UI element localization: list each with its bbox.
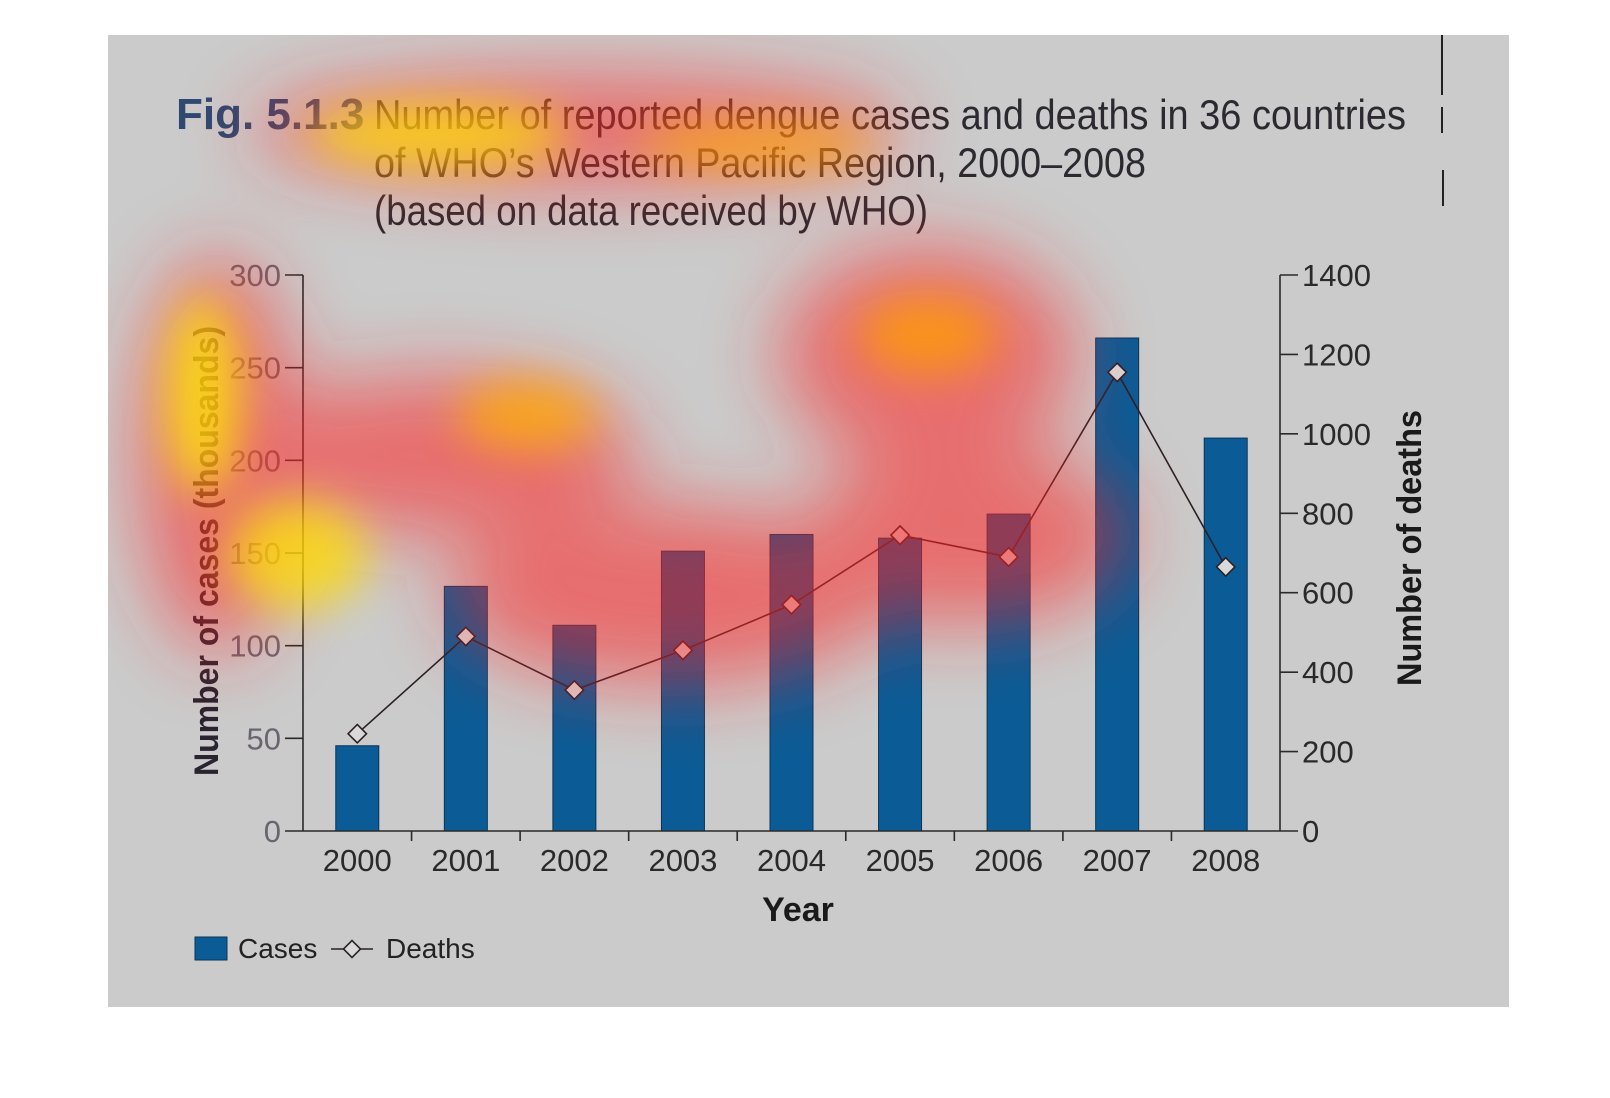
chart-title-line-3: (based on data received by WHO) [374, 187, 928, 234]
crop-mark [1441, 107, 1443, 133]
x-tick-label: 2002 [540, 843, 609, 878]
y-tick-label: 0 [264, 814, 281, 849]
legend: Cases Deaths [194, 933, 475, 964]
plot-area: 0 50 100 150 200 250 300 0 200 400 600 800 1000 1200 1… [229, 258, 1371, 878]
x-tick-label: 2006 [974, 843, 1043, 878]
x-axis-label: Year [762, 891, 834, 929]
bar-2008 [1203, 437, 1248, 832]
bar-2000 [335, 745, 380, 832]
y2-tick-label: 1000 [1302, 417, 1371, 452]
x-tick-label: 2008 [1191, 843, 1260, 878]
bar-2005 [878, 537, 923, 832]
x-tick-label: 2005 [866, 843, 935, 878]
deaths-point-2000 [346, 723, 368, 745]
crop-mark [1442, 170, 1444, 206]
figure-panel: Fig. 5.1.3 Number of reported dengue cas… [108, 35, 1509, 1007]
bar-2002 [552, 624, 597, 832]
bar-2003 [660, 550, 705, 832]
y2-tick-label: 1400 [1302, 258, 1371, 293]
y-tick-label: 50 [247, 721, 281, 756]
x-tick-label: 2001 [431, 843, 500, 878]
x-tick-label: 2004 [757, 843, 826, 878]
y-tick-label: 100 [229, 629, 281, 664]
chart: Fig. 5.1.3 Number of reported dengue cas… [176, 90, 1429, 964]
bar-2001 [443, 585, 488, 832]
legend-deaths-label: Deaths [386, 933, 475, 964]
legend-deaths-marker [342, 939, 362, 959]
deaths-point-2007 [1106, 361, 1128, 383]
deaths-point-2002 [564, 679, 585, 701]
y-tick-label: 200 [229, 443, 281, 478]
chart-title-line-2: of WHO’s Western Pacific Region, 2000–20… [374, 139, 1146, 186]
figure-label: Fig. 5.1.3 [176, 90, 364, 139]
x-tick-label: 2007 [1083, 843, 1152, 878]
deaths-point-2008 [1215, 556, 1237, 578]
y2-tick-label: 400 [1302, 655, 1354, 690]
bar-2007 [1095, 337, 1140, 832]
y2-axis-label: Number of deaths [1391, 410, 1429, 686]
chart-title-line-1: Number of reported dengue cases and deat… [374, 91, 1406, 138]
crop-mark [1441, 35, 1443, 95]
y2-tick-label: 200 [1302, 735, 1354, 770]
bar-2004 [769, 533, 814, 832]
x-tick-label: 2000 [323, 843, 392, 878]
y2-tick-label: 1200 [1302, 337, 1371, 372]
y2-tick-label: 800 [1302, 496, 1354, 531]
legend-cases-swatch [194, 936, 228, 961]
x-tick-label: 2003 [648, 843, 717, 878]
legend-cases-label: Cases [238, 933, 317, 964]
y-tick-label: 250 [229, 351, 281, 386]
y-tick-label: 150 [229, 536, 281, 571]
y-tick-label: 300 [229, 258, 281, 293]
y2-tick-label: 0 [1302, 814, 1319, 849]
y2-tick-label: 600 [1302, 576, 1354, 611]
y-axis-label: Number of cases (thousands) [188, 326, 226, 776]
